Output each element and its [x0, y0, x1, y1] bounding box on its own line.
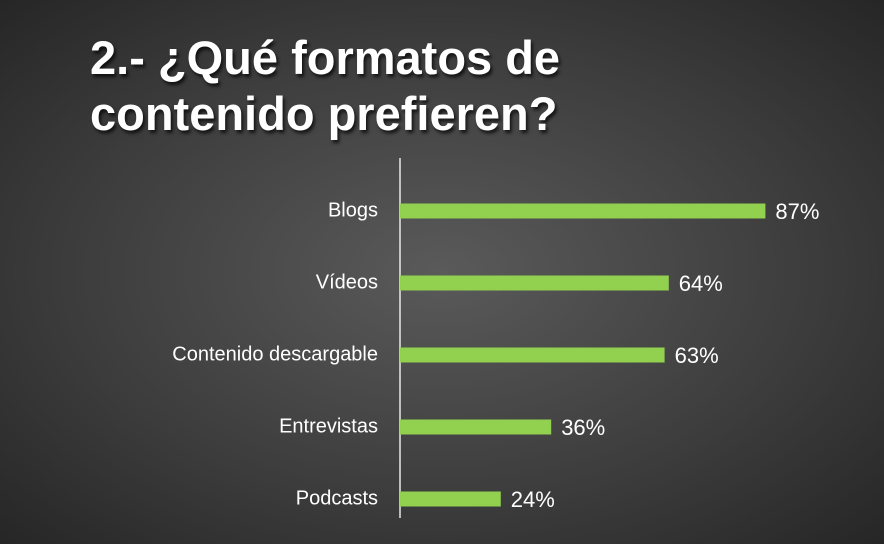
value-label: 36% [561, 415, 605, 440]
category-label: Podcasts [296, 487, 378, 509]
bar [400, 275, 669, 291]
category-label: Blogs [328, 199, 378, 221]
chart-title: 2.- ¿Qué formatos de contenido prefieren… [90, 31, 561, 140]
value-label: 63% [675, 343, 719, 368]
bar [400, 347, 665, 363]
value-label: 87% [775, 199, 819, 224]
category-label: Contenido descargable [172, 343, 378, 365]
value-label: 64% [679, 271, 723, 296]
bar [400, 419, 552, 435]
bar [400, 203, 766, 219]
bar [400, 491, 501, 507]
value-label: 24% [511, 487, 555, 512]
category-label: Vídeos [316, 271, 378, 293]
category-label: Entrevistas [279, 415, 378, 437]
